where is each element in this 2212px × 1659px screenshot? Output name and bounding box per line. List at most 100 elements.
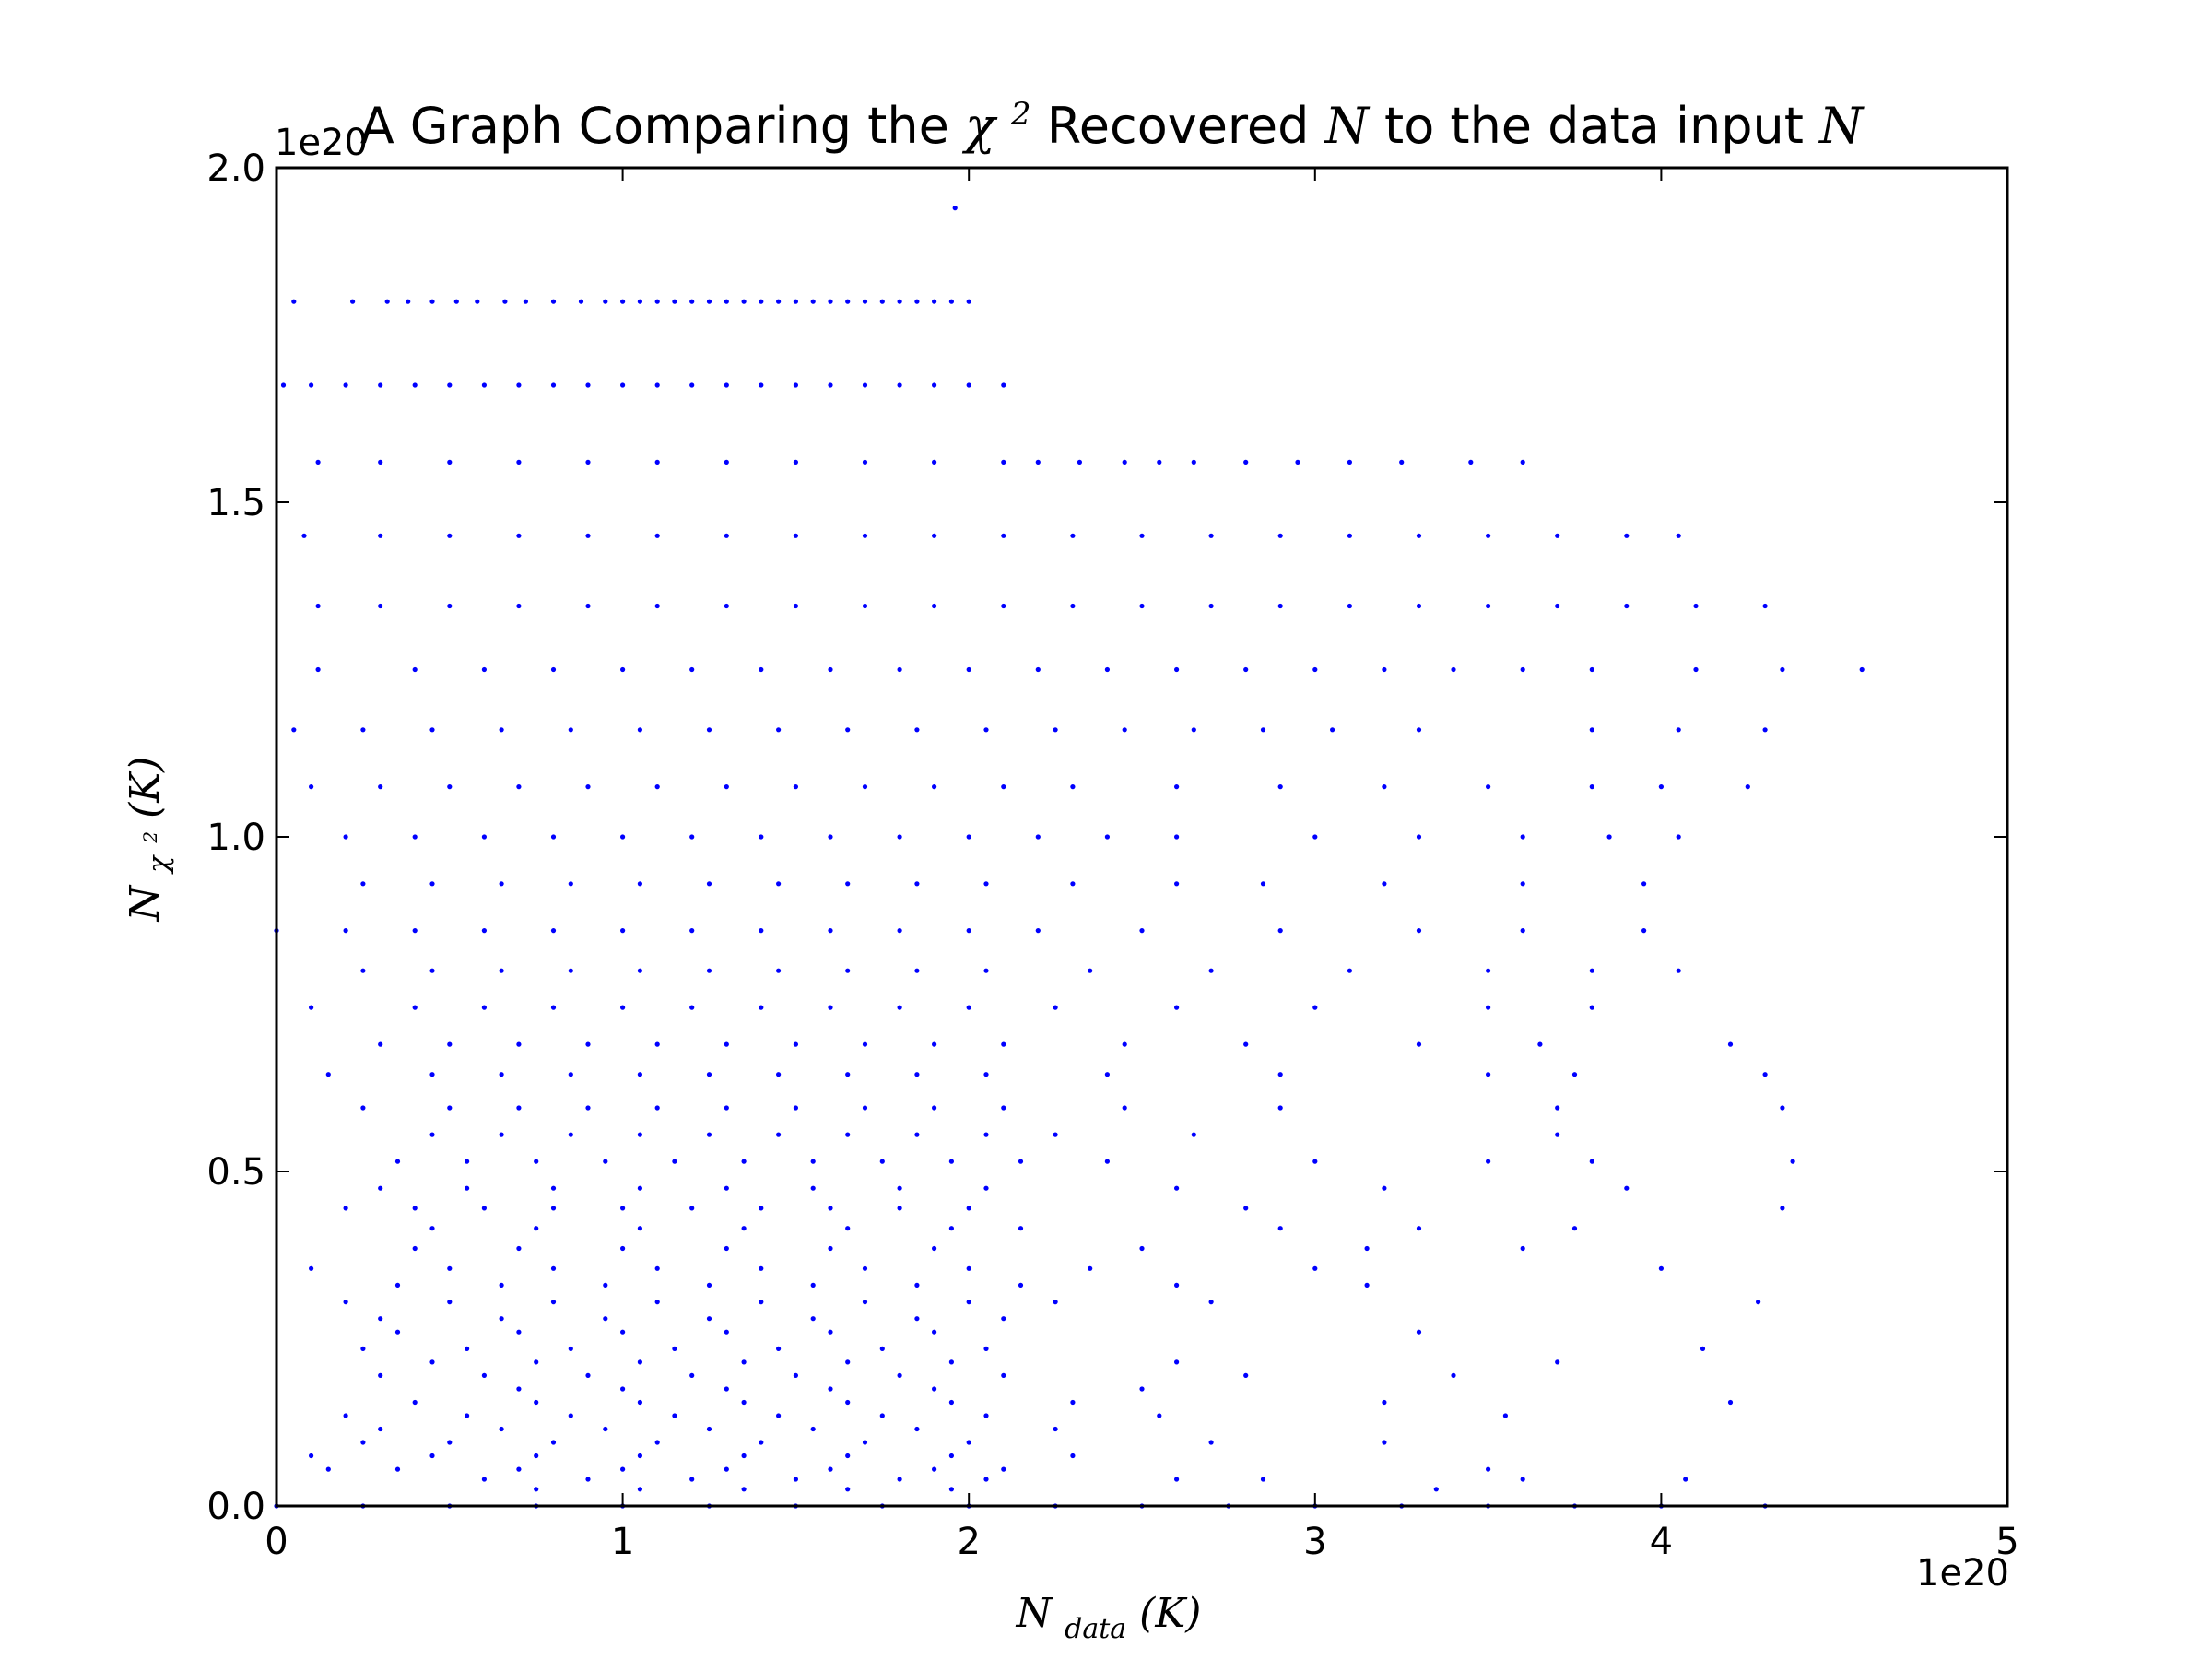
data-point: [534, 1226, 539, 1231]
data-point: [1520, 666, 1525, 673]
data-point: [1416, 928, 1422, 934]
data-point: [1088, 968, 1093, 973]
data-point: [481, 834, 488, 840]
data-point: [1624, 1185, 1630, 1191]
data-point: [1174, 1005, 1180, 1010]
data-point: [1756, 1300, 1761, 1305]
data-point: [1174, 784, 1180, 790]
data-point: [983, 1185, 989, 1191]
data-point: [966, 299, 971, 304]
data-point: [654, 603, 660, 609]
data-point: [637, 1453, 643, 1459]
data-point: [620, 666, 626, 673]
data-point: [966, 1265, 971, 1271]
data-point: [862, 533, 868, 538]
data-point: [654, 1105, 660, 1111]
data-point: [932, 1466, 937, 1472]
data-point: [845, 881, 851, 887]
data-point: [706, 1316, 712, 1322]
data-point: [1330, 727, 1335, 733]
data-point: [578, 299, 584, 304]
title-prefix: A Graph Comparing the: [360, 97, 965, 155]
data-point: [966, 1206, 971, 1211]
data-point: [1312, 666, 1318, 673]
data-point: [516, 1105, 522, 1111]
data-point: [1174, 1477, 1180, 1482]
data-point: [724, 1386, 729, 1392]
data-point: [932, 382, 937, 388]
data-point: [1589, 727, 1594, 733]
data-point: [706, 1132, 712, 1137]
data-point: [499, 1426, 504, 1432]
y-tick-label: 2.0: [206, 147, 265, 190]
data-point: [1658, 1265, 1664, 1271]
data-point: [689, 1206, 695, 1211]
data-point: [378, 1185, 383, 1191]
data-point: [568, 968, 573, 973]
data-point: [1700, 1346, 1706, 1351]
data-point: [343, 1300, 348, 1305]
data-point: [1208, 603, 1214, 609]
data-point: [1001, 382, 1006, 388]
data-point: [550, 666, 557, 673]
data-point: [1606, 834, 1612, 840]
data-point: [516, 533, 522, 538]
data-point: [1070, 1453, 1076, 1459]
data-point: [1070, 533, 1076, 538]
data-point: [406, 299, 411, 304]
data-point: [1277, 928, 1283, 934]
data-point: [793, 459, 799, 465]
data-point: [654, 1300, 660, 1305]
data-point: [879, 1413, 885, 1418]
data-point: [1208, 968, 1214, 973]
data-point: [1382, 881, 1387, 887]
data-point: [862, 784, 868, 790]
data-point: [1416, 533, 1422, 538]
data-point: [447, 382, 453, 388]
data-point: [1486, 784, 1491, 790]
data-point: [1555, 1105, 1560, 1111]
data-point: [447, 1265, 453, 1271]
data-point: [516, 1245, 522, 1252]
data-point: [845, 1399, 851, 1406]
data-point: [603, 1159, 608, 1164]
data-point: [1122, 727, 1127, 733]
data-point: [516, 1386, 522, 1392]
data-point: [378, 1426, 383, 1432]
data-point: [585, 1105, 591, 1111]
data-point: [412, 834, 418, 840]
data-point: [603, 1282, 608, 1288]
data-point: [516, 1041, 522, 1047]
data-point: [280, 382, 287, 388]
data-point: [1555, 603, 1560, 609]
data-point: [1537, 1041, 1543, 1047]
y-tick-label: 0.0: [206, 1486, 265, 1528]
data-point: [1174, 881, 1180, 887]
data-point: [429, 1132, 435, 1137]
data-point: [932, 1386, 937, 1392]
y-tick-label: 1.0: [206, 817, 265, 859]
data-point: [862, 459, 868, 465]
data-point: [983, 968, 989, 973]
data-point: [585, 603, 591, 609]
data-point: [568, 1346, 573, 1351]
data-point: [741, 1453, 747, 1459]
data-point: [828, 1386, 833, 1392]
data-point: [378, 533, 383, 538]
data-point: [724, 299, 729, 304]
data-point: [1312, 1159, 1318, 1164]
data-point: [1191, 459, 1196, 465]
data-point: [384, 299, 390, 304]
data-point: [689, 666, 695, 673]
data-point: [1077, 459, 1082, 465]
data-point: [1001, 1105, 1006, 1111]
data-point: [378, 459, 383, 465]
data-point: [568, 1132, 573, 1137]
data-point: [637, 1072, 643, 1077]
data-point: [793, 1477, 799, 1482]
data-point: [1001, 784, 1006, 790]
data-point: [897, 1372, 902, 1378]
data-point: [585, 533, 591, 538]
data-point: [568, 1413, 573, 1418]
data-point: [343, 1413, 348, 1418]
